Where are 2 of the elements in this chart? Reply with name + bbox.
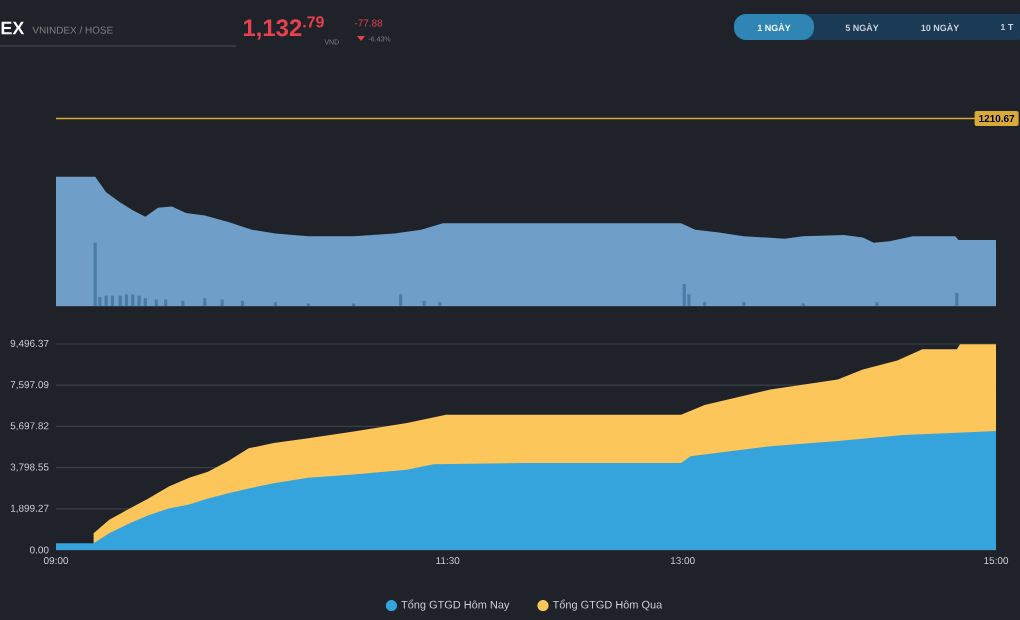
text: 1,132$^{.79}$ [243,16,324,40]
text: EX [1,21,25,35]
